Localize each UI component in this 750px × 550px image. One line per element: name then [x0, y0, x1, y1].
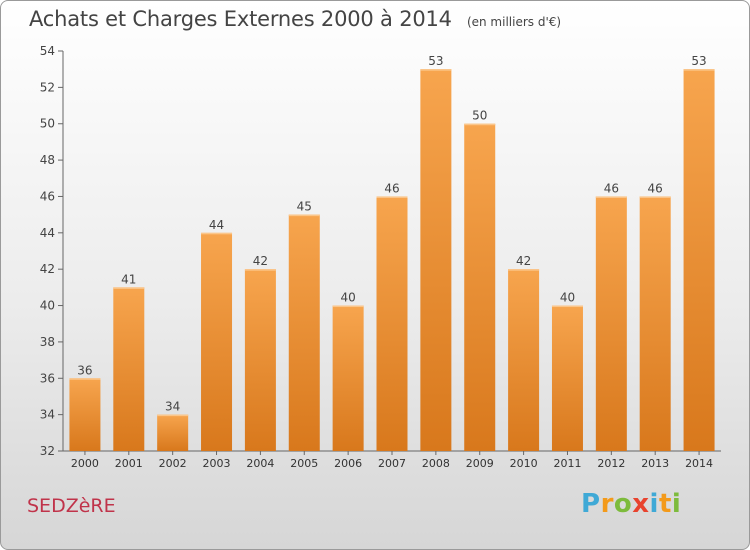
x-tick-label: 2014 — [685, 457, 713, 470]
bar-top-highlight — [508, 269, 540, 271]
data-label: 46 — [604, 181, 619, 195]
y-tick-label: 40 — [40, 299, 55, 313]
x-tick-labels: 2000 2001 2002 2003 2004 2005 2006 2007 2008 2009… — [71, 457, 713, 470]
bar — [69, 378, 101, 451]
bar-top-highlight — [464, 123, 496, 126]
y-tick-label: 48 — [40, 153, 55, 167]
bar-top-highlight — [420, 69, 452, 71]
bar-top-highlight — [244, 269, 276, 271]
bar — [420, 69, 452, 451]
y-tick-label: 46 — [40, 189, 55, 203]
y-tick-label: 42 — [40, 262, 55, 276]
logo-letter: r — [600, 489, 614, 519]
data-label: 36 — [77, 363, 92, 377]
y-tick-labels: 32 34 36 38 40 42 44 46 48 50 52 54 — [40, 44, 55, 458]
bar — [595, 196, 627, 451]
bar-top-highlight — [201, 232, 233, 235]
bar-top-highlight — [376, 196, 408, 198]
x-tick-label: 2006 — [334, 457, 362, 470]
bar — [288, 214, 320, 451]
x-tick-label: 2000 — [71, 457, 99, 470]
logo-letter: P — [581, 489, 601, 519]
logo-letter: x — [632, 489, 650, 519]
x-tick-label: 2011 — [553, 457, 581, 470]
y-tick-label: 32 — [40, 444, 55, 458]
data-label: 42 — [516, 254, 531, 268]
data-label: 34 — [165, 400, 180, 414]
bar — [464, 123, 496, 452]
x-tick-label: 2013 — [641, 457, 669, 470]
x-tick-label: 2001 — [115, 457, 143, 470]
bar — [201, 232, 233, 451]
x-tick-label: 2005 — [290, 457, 318, 470]
bar — [244, 269, 276, 451]
data-label: 53 — [691, 54, 706, 68]
data-labels: 36 41 34 44 42 45 40 46 53 50 42 40 46 46 53 — [77, 54, 706, 413]
x-tick-label: 2009 — [466, 457, 494, 470]
commune-name: SEDZèRE — [27, 495, 116, 517]
bar-top-highlight — [683, 69, 715, 71]
x-tick-label: 2012 — [597, 457, 625, 470]
bar-top-highlight — [639, 196, 671, 198]
y-tick-label: 36 — [40, 371, 55, 385]
chart-subtitle: (en milliers d'€) — [466, 15, 562, 29]
bar-top-highlight — [595, 196, 627, 198]
data-label: 44 — [209, 218, 224, 232]
title-block: Achats et Charges Externes 2000 à 2014 (… — [29, 7, 561, 31]
data-label: 46 — [384, 181, 399, 195]
data-label: 46 — [648, 181, 663, 195]
y-tick-label: 54 — [40, 44, 55, 58]
bar-top-highlight — [288, 214, 320, 217]
y-tick-label: 52 — [40, 80, 55, 94]
logo-letter: o — [613, 489, 633, 519]
bar-top-highlight — [113, 287, 145, 289]
data-label: 42 — [253, 254, 268, 268]
logo-letter: t — [658, 489, 672, 519]
logo-letter: i — [671, 489, 682, 519]
y-tick-label: 50 — [40, 117, 55, 131]
x-tick-label: 2002 — [159, 457, 187, 470]
chart-title: Achats et Charges Externes 2000 à 2014 — [29, 7, 452, 31]
bar-top-highlight — [551, 305, 583, 308]
data-label: 40 — [560, 291, 575, 305]
data-label: 53 — [428, 54, 443, 68]
x-tick-label: 2008 — [422, 457, 450, 470]
bar-top-highlight — [157, 414, 189, 417]
proxiti-logo: Proxiti — [581, 489, 681, 519]
x-tick-label: 2007 — [378, 457, 406, 470]
data-label: 50 — [472, 109, 487, 123]
x-tick-label: 2010 — [510, 457, 538, 470]
bar — [332, 305, 364, 451]
bar — [639, 196, 671, 451]
bars — [69, 69, 715, 452]
bar — [683, 69, 715, 451]
bar — [508, 269, 540, 451]
logo-letter: i — [649, 489, 659, 519]
data-label: 45 — [297, 200, 312, 214]
bar-top-highlight — [332, 305, 364, 308]
bar — [113, 287, 145, 451]
data-label: 40 — [340, 291, 355, 305]
y-tick-label: 34 — [40, 408, 55, 422]
data-label: 41 — [121, 272, 136, 286]
x-tick-label: 2003 — [203, 457, 231, 470]
bar — [376, 196, 408, 451]
bar — [551, 305, 583, 451]
bar-top-highlight — [69, 378, 101, 380]
y-tick-label: 38 — [40, 335, 55, 349]
x-tick-label: 2004 — [246, 457, 274, 470]
bar — [157, 414, 189, 451]
y-tick-label: 44 — [40, 226, 55, 240]
